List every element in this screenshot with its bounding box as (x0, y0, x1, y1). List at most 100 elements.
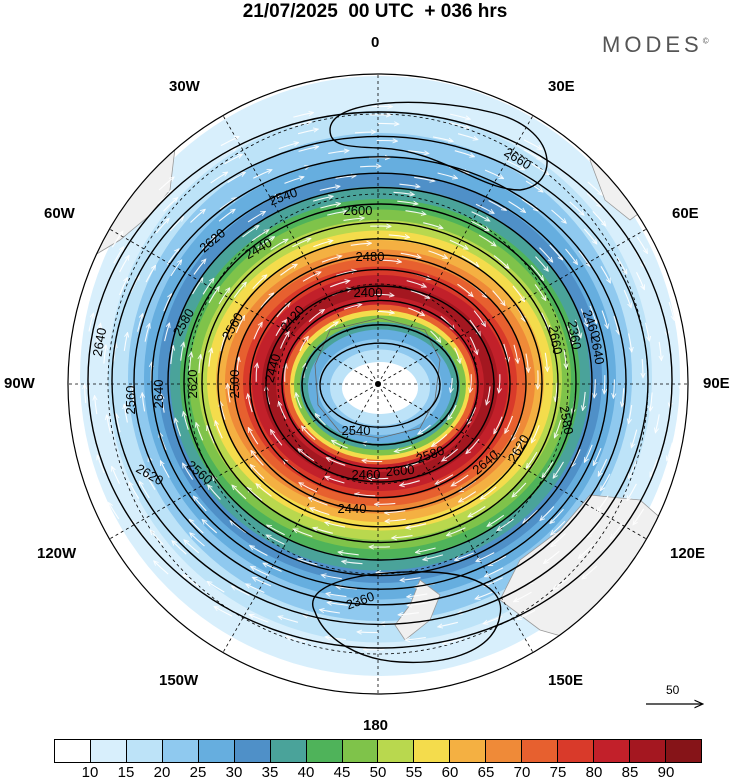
streamline-arrow (613, 379, 614, 397)
streamline-arrow (485, 577, 503, 586)
streamline-arrow (428, 250, 448, 258)
lon-label-30e: 30E (548, 78, 575, 95)
streamline-arrow (400, 480, 420, 486)
lon-label-180: 180 (363, 717, 389, 734)
streamline-arrow (600, 266, 610, 282)
contour-label-text: 2640 (90, 327, 110, 358)
streamline-arrow (322, 575, 342, 580)
streamline-arrow (112, 467, 120, 484)
streamline-arrow (512, 285, 524, 301)
height-contour (265, 285, 495, 483)
streamline-arrow (242, 226, 259, 238)
streamline-arrow (376, 140, 397, 141)
contour-label: 2600 (385, 462, 415, 479)
streamline-arrow (253, 170, 271, 179)
contour-label-text: 2560 (123, 386, 138, 415)
colorbar-box (414, 740, 451, 762)
contour-label-text: 2480 (356, 249, 385, 264)
streamline-arrow (539, 247, 553, 262)
streamline-arrow (443, 638, 463, 644)
colorbar-box (630, 740, 666, 762)
contour-label: 2620 (185, 370, 200, 399)
streamline-arrow (227, 173, 245, 183)
streamline-arrow (232, 485, 247, 500)
streamline-arrow (279, 332, 289, 349)
streamline-arrow (292, 239, 310, 248)
contour-label: 2400 (354, 285, 383, 300)
colorbar-box (558, 740, 595, 762)
streamline-arrow (471, 220, 489, 230)
streamline-arrow (253, 323, 262, 340)
colorbar-tick-label: 40 (297, 764, 315, 781)
streamline-arrow (220, 334, 226, 352)
meridian-line (222, 383, 379, 653)
streamline-arrow (209, 349, 212, 367)
streamline-arrow (284, 177, 304, 184)
streamline-arrow (613, 315, 619, 334)
streamline-arrow (247, 212, 265, 223)
streamline-arrow (336, 271, 356, 276)
colorbar-tick-label: 65 (477, 764, 495, 781)
streamline-arrow (601, 473, 611, 490)
streamline-arrow (251, 465, 265, 480)
streamline-arrow (656, 414, 660, 432)
streamline-arrow (399, 613, 419, 615)
streamline-arrow (644, 322, 650, 341)
streamline-arrow (296, 393, 302, 409)
streamline-arrow (308, 310, 324, 322)
streamline-arrow (604, 375, 605, 393)
streamline-arrow (297, 129, 318, 135)
streamline-arrow (251, 567, 270, 577)
streamline-arrow (196, 423, 204, 441)
streamline-arrow (190, 210, 205, 223)
streamline-arrow (414, 176, 434, 181)
streamline-arrow (309, 498, 328, 506)
streamline-arrow (523, 509, 539, 523)
streamline-arrow (249, 428, 259, 445)
streamline-arrow (523, 149, 541, 160)
streamline-arrow (151, 530, 164, 545)
streamline-arrow (321, 256, 341, 263)
height-contour (201, 221, 559, 544)
lon-label-90w: 90W (4, 375, 35, 392)
streamline-arrow (629, 405, 633, 423)
streamline-arrow (233, 283, 246, 298)
streamline-arrow (486, 386, 491, 404)
streamline-arrow (201, 236, 216, 250)
contour-label: 2440 (261, 352, 283, 384)
streamline-arrow (406, 523, 427, 528)
streamline-arrow (339, 552, 359, 555)
streamline-arrow (129, 482, 140, 499)
streamline-arrow (475, 203, 494, 213)
streamline-arrow (452, 474, 469, 486)
streamline-arrow (373, 294, 394, 295)
colorbar-tick-label: 60 (441, 764, 459, 781)
streamline-arrow (623, 289, 631, 307)
height-contour (87, 111, 673, 649)
streamline-arrow (418, 424, 431, 434)
streamline-arrow (313, 528, 333, 534)
colorbar-box (594, 740, 630, 762)
streamline-arrow (668, 301, 674, 320)
streamline-arrow (169, 217, 183, 232)
streamline-arrow (454, 347, 460, 363)
lon-label-30w: 30W (169, 78, 200, 95)
streamline-arrow (140, 482, 150, 499)
height-contour (133, 156, 627, 606)
streamline-arrow (380, 260, 401, 262)
streamline-arrow (586, 192, 601, 206)
streamline-arrow (203, 520, 218, 534)
streamline-arrow (587, 181, 602, 195)
colorbar-tick-label: 20 (153, 764, 171, 781)
streamline-arrow (400, 252, 421, 257)
streamline-arrow (260, 293, 274, 308)
streamline-arrow (335, 176, 356, 179)
streamline-arrow (594, 448, 602, 465)
streamline-arrow (354, 132, 375, 133)
streamline-arrow (540, 506, 555, 521)
streamline-arrow (237, 357, 239, 376)
streamline-arrow (193, 260, 206, 275)
streamline-arrow (532, 425, 540, 442)
streamline-arrow (325, 477, 345, 484)
colorbar-tick-label: 45 (333, 764, 351, 781)
